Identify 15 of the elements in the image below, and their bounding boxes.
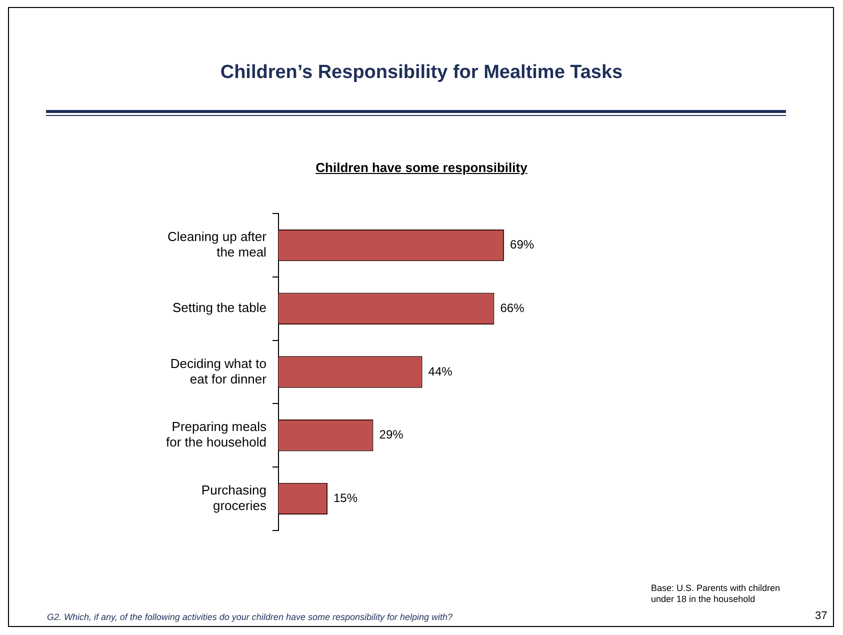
text: Base: U.S. Parents with children under 18 in the household: [651, 583, 782, 605]
data-label: 15%: [334, 491, 358, 506]
text: G2. Which, if any, of the following activities do your children have some responsibility for helping with?: [47, 612, 453, 622]
data-label: 44%: [428, 364, 453, 378]
y-tick-label: Preparing meals for the household: [166, 419, 267, 450]
y-tick-label: Purchasing groceries: [201, 482, 267, 514]
chart-subtitle: Children have some responsibility: [314, 160, 528, 175]
data-label: 29%: [379, 428, 404, 442]
data-label: 66%: [500, 300, 525, 315]
y-tick-label: Setting the table: [172, 300, 266, 316]
y-tick-label: Cleaning up after the meal: [167, 229, 268, 260]
y-tick-label: Deciding what to eat for dinner: [170, 356, 268, 386]
chart-title: Children’s Responsibility for Mealtime Tasks: [219, 62, 624, 84]
text: 37: [815, 610, 828, 622]
data-label: 69%: [510, 238, 534, 252]
